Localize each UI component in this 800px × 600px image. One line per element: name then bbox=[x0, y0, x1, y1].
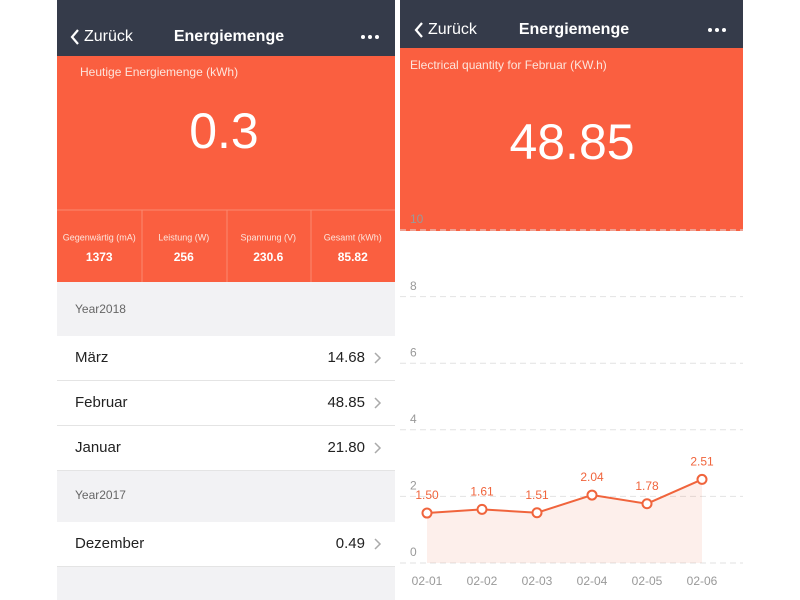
menu-button[interactable] bbox=[708, 28, 726, 32]
point bbox=[531, 507, 543, 519]
stat-label: Gegenwärtig (mA) bbox=[63, 232, 136, 242]
stat-dividers bbox=[141, 210, 312, 282]
y-tick-label: 0 bbox=[410, 545, 417, 559]
stat-value: 1373 bbox=[86, 250, 113, 264]
stat-label: Spannung (V) bbox=[240, 232, 296, 242]
list-row[interactable] bbox=[57, 522, 395, 566]
back-icon[interactable] bbox=[414, 22, 423, 38]
today-panel bbox=[57, 56, 395, 282]
value-label: 2.04 bbox=[580, 470, 604, 484]
section-title: Year2018 bbox=[75, 302, 126, 316]
value-label: 1.51 bbox=[525, 488, 549, 502]
list-row[interactable] bbox=[57, 336, 395, 380]
value-label: 1.61 bbox=[470, 485, 494, 499]
area bbox=[427, 479, 702, 563]
y-tick-label: 4 bbox=[410, 412, 417, 426]
header-bar bbox=[400, 0, 743, 48]
y-tick-label: 8 bbox=[410, 279, 417, 293]
x-tick-label: 02-04 bbox=[577, 574, 608, 588]
stat-value: 230.6 bbox=[253, 250, 283, 264]
summary-value: 48.85 bbox=[509, 114, 634, 170]
header-title: Energiemenge bbox=[174, 28, 284, 45]
row-month: Februar bbox=[75, 394, 128, 411]
back-icon[interactable] bbox=[70, 29, 79, 45]
x-tick-label: 02-02 bbox=[467, 574, 498, 588]
value-label: 1.78 bbox=[635, 479, 659, 493]
summary-label: Electrical quantity for Februar (KW.h) bbox=[410, 58, 607, 72]
row-chevron bbox=[374, 397, 382, 409]
y-tick-label: 6 bbox=[410, 345, 417, 359]
x-tick-label: 02-03 bbox=[522, 574, 553, 588]
stat-label: Gesamt (kWh) bbox=[324, 232, 382, 242]
stat-value: 85.82 bbox=[338, 250, 368, 264]
row-chevron bbox=[374, 352, 382, 364]
header-title: Energiemenge bbox=[519, 21, 629, 38]
point bbox=[641, 498, 653, 510]
menu-button[interactable] bbox=[361, 35, 379, 39]
row-chevron bbox=[374, 442, 382, 454]
chart: 0 2 4 6 8 10 1.50 1.61 1.51 2.04 1.78 2.51 02-01 02-0… bbox=[400, 212, 743, 588]
row-chevron bbox=[374, 538, 382, 550]
summary-panel bbox=[400, 48, 743, 231]
header-bar bbox=[57, 0, 395, 56]
list-row[interactable] bbox=[57, 381, 395, 425]
x-tick-label: 02-05 bbox=[632, 574, 663, 588]
row-month: Januar bbox=[75, 439, 121, 456]
point bbox=[696, 473, 708, 485]
today-label: Heutige Energiemenge (kWh) bbox=[80, 65, 238, 79]
section-title: Year2017 bbox=[75, 488, 126, 502]
row-value: 21.80 bbox=[327, 439, 365, 456]
line bbox=[426, 478, 703, 515]
stat-label: Leistung (W) bbox=[158, 232, 209, 242]
x-tick-label: 02-01 bbox=[412, 574, 443, 588]
point bbox=[476, 503, 488, 515]
row-month: Dezember bbox=[75, 535, 144, 552]
row-value: 0.49 bbox=[336, 535, 365, 552]
row-value: 14.68 bbox=[327, 349, 365, 366]
back-button[interactable]: Zurück bbox=[428, 21, 478, 38]
row-month: März bbox=[75, 349, 108, 366]
y-tick-label: 10 bbox=[410, 212, 424, 226]
row-value: 48.85 bbox=[327, 394, 365, 411]
point bbox=[421, 507, 433, 519]
value-label: 1.50 bbox=[415, 488, 439, 502]
value-label: 2.51 bbox=[690, 455, 714, 469]
stat-value: 256 bbox=[174, 250, 194, 264]
back-button[interactable]: Zurück bbox=[84, 28, 134, 45]
list-row[interactable] bbox=[57, 426, 395, 470]
point bbox=[586, 489, 598, 501]
x-tick-label: 02-06 bbox=[687, 574, 718, 588]
y-tick-label: 2 bbox=[410, 479, 417, 493]
today-value: 0.3 bbox=[189, 103, 259, 159]
